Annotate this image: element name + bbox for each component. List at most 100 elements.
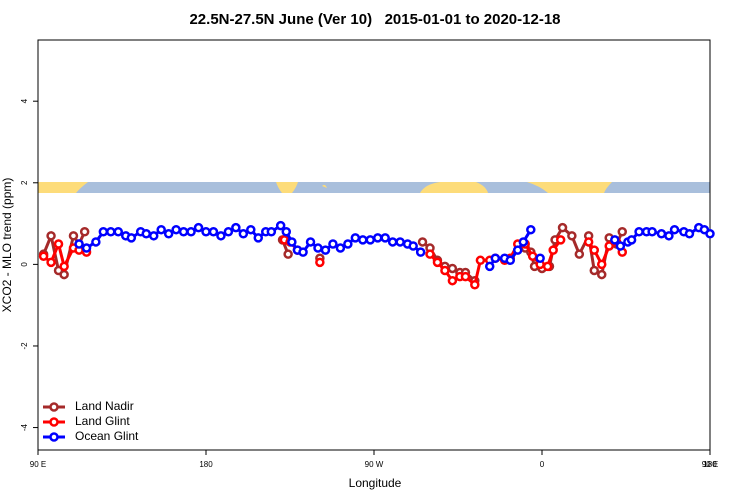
- point: [555, 235, 566, 245]
- point: [201, 226, 211, 237]
- point: [542, 261, 553, 272]
- x-tick-label: 0: [540, 460, 545, 469]
- point: [518, 237, 529, 247]
- point: [669, 224, 680, 235]
- point: [425, 249, 435, 259]
- legend-marker: [49, 432, 59, 442]
- point: [387, 237, 398, 247]
- point: [163, 229, 174, 239]
- point: [141, 229, 152, 239]
- point: [574, 249, 585, 259]
- point: [148, 231, 159, 241]
- point: [417, 237, 428, 247]
- point: [634, 226, 644, 237]
- point: [656, 229, 667, 239]
- point: [626, 235, 637, 245]
- point: [68, 231, 79, 241]
- point: [171, 224, 181, 235]
- point: [59, 261, 69, 272]
- point: [98, 226, 109, 237]
- point: [470, 280, 480, 290]
- point: [604, 241, 614, 251]
- y-tick-label: 0: [20, 262, 29, 267]
- y-tick-label: 2: [20, 180, 29, 185]
- point: [238, 229, 249, 239]
- chart-title: 22.5N-27.5N June (Ver 10) 2015-01-01 to …: [189, 11, 560, 28]
- point: [313, 243, 323, 253]
- point: [447, 263, 458, 274]
- point: [484, 261, 495, 272]
- point: [246, 224, 256, 235]
- point: [664, 231, 674, 241]
- point: [46, 257, 56, 268]
- point: [358, 235, 368, 245]
- point: [596, 259, 607, 270]
- point: [74, 239, 84, 249]
- point: [287, 237, 297, 247]
- point: [186, 226, 196, 237]
- point: [615, 241, 626, 251]
- x-tick-label: 180: [703, 460, 717, 469]
- point: [350, 233, 361, 243]
- point: [305, 237, 316, 247]
- point: [527, 251, 538, 261]
- legend-label: Land Nadir: [75, 399, 134, 413]
- point: [505, 255, 516, 266]
- point: [106, 226, 116, 237]
- point: [535, 253, 545, 264]
- point: [156, 224, 166, 235]
- point: [253, 233, 264, 243]
- point: [178, 226, 189, 237]
- point: [81, 243, 92, 253]
- point: [298, 247, 308, 257]
- legend-label: Ocean Glint: [75, 429, 139, 443]
- y-tick-label: 4: [20, 98, 29, 103]
- point: [46, 231, 56, 241]
- point: [365, 235, 376, 245]
- point: [705, 229, 715, 239]
- point: [512, 245, 523, 255]
- point: [208, 226, 219, 237]
- point: [583, 237, 594, 247]
- point: [275, 220, 286, 231]
- point: [380, 233, 390, 243]
- point: [283, 249, 293, 259]
- point: [216, 231, 226, 241]
- point: [328, 239, 338, 249]
- point: [53, 239, 64, 249]
- point: [335, 243, 346, 253]
- legend-marker: [49, 417, 59, 427]
- point: [113, 226, 124, 237]
- point: [408, 241, 418, 251]
- point: [617, 226, 628, 237]
- point: [447, 275, 458, 286]
- point: [372, 233, 383, 243]
- point: [589, 245, 600, 255]
- point: [266, 226, 277, 237]
- point: [684, 229, 695, 239]
- legend-label: Land Glint: [75, 414, 130, 428]
- point: [193, 222, 204, 233]
- point: [126, 233, 137, 243]
- y-tick-label: -2: [20, 342, 29, 350]
- point: [589, 265, 600, 276]
- point: [490, 253, 501, 264]
- point: [596, 269, 607, 280]
- x-tick-label: 90 E: [702, 460, 718, 469]
- point: [610, 235, 620, 245]
- y-tick-label: -4: [20, 423, 29, 431]
- point: [460, 271, 471, 282]
- point: [415, 247, 426, 257]
- point: [38, 251, 49, 261]
- point: [557, 222, 568, 233]
- point: [315, 257, 325, 268]
- point: [526, 224, 536, 235]
- legend-marker: [49, 402, 59, 412]
- point: [59, 269, 69, 280]
- point: [440, 265, 450, 276]
- point: [223, 226, 234, 237]
- y-axis-title: XCO2 - MLO trend (ppm): [0, 178, 14, 313]
- point: [231, 222, 241, 233]
- point: [647, 226, 657, 237]
